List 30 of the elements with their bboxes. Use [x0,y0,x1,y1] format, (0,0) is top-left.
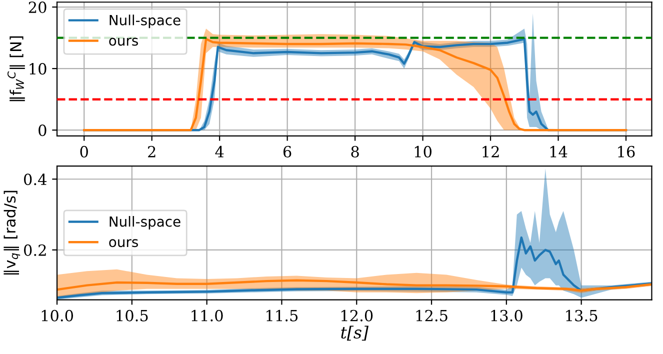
x-tick-label: 12.5 [416,310,448,322]
x-tick-label: 0 [80,146,88,158]
x-axis-title: t[s] [341,326,369,341]
x-tick-label: 11.5 [266,310,298,322]
legend-label: ours [109,239,138,248]
y-tick-label: 0 [38,124,46,136]
x-tick-label: 8 [351,146,359,158]
legend-label: Null-space [110,216,180,230]
x-tick-label: 6 [283,146,292,158]
x-tick-label: 16 [618,146,635,158]
x-tick-label: 2 [148,146,156,158]
x-tick-label: 11.0 [192,310,223,322]
x-tick-label: 12.0 [341,310,373,322]
x-tick-label: 4 [215,146,224,158]
legend-label: ours [109,38,138,46]
y-tick-label: 20 [28,2,46,14]
x-tick-label: 10.5 [116,310,148,322]
y-axis-title: ‖v$_{q}$‖ [rad/s] [4,190,20,274]
y-axis-title: ‖f$_{W}$$^{C}$‖ [N] [8,36,25,102]
x-tick-label: 13.0 [491,310,522,322]
line-series [57,279,652,292]
x-tick-label: 14 [550,146,568,158]
x-tick-label: 13.5 [566,310,598,322]
y-tick-label: 0.4 [24,174,47,186]
legend-label: Null-space [110,14,180,28]
x-tick-label: 10.0 [42,310,74,322]
y-tick-label: 10 [30,63,46,75]
y-tick-label: 0.2 [24,244,46,256]
x-tick-label: 12 [482,146,499,158]
x-tick-label: 10 [414,146,432,158]
